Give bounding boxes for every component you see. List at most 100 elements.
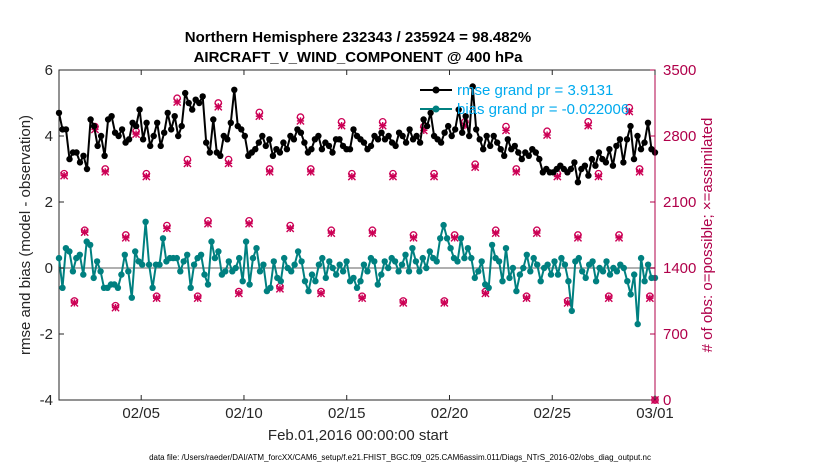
- rmse-point: [66, 155, 73, 163]
- rmse-point: [125, 136, 133, 143]
- obs-assimilated-marker: [142, 172, 151, 181]
- rmse-point: [87, 116, 94, 123]
- rmse-point: [231, 86, 238, 94]
- rmse-point: [378, 129, 385, 136]
- bias-point: [281, 254, 288, 262]
- bias-point: [513, 287, 520, 295]
- bias-point: [80, 271, 87, 278]
- rmse-point: [595, 149, 603, 156]
- bias-point: [225, 258, 232, 265]
- rmse-point: [147, 142, 154, 150]
- rmse-point: [118, 126, 126, 133]
- bias-point: [634, 320, 641, 328]
- bias-point: [97, 268, 104, 275]
- bias-point: [582, 274, 589, 282]
- bias-point: [520, 264, 527, 272]
- right-tick-label: 0: [663, 392, 671, 409]
- obs-assimilated-marker: [152, 294, 161, 303]
- bias-point: [516, 271, 524, 278]
- bias-point: [391, 258, 399, 265]
- obs-assimilated-marker: [378, 121, 387, 130]
- rmse-point: [445, 122, 452, 130]
- left-tick-label: 6: [45, 62, 53, 79]
- rmse-point: [367, 142, 375, 150]
- bias-point: [457, 235, 465, 242]
- bias-point: [260, 261, 267, 268]
- bias-point: [426, 248, 433, 255]
- bias-point: [534, 261, 541, 268]
- rmse-point: [620, 159, 627, 166]
- bias-series: [55, 218, 659, 328]
- obs-assimilated-marker: [409, 233, 418, 242]
- obs-assimilated-marker: [327, 229, 336, 238]
- legend-rmse-label: rmse grand pr = 3.9131: [457, 82, 613, 99]
- x-tick-label: 03/01: [636, 405, 674, 422]
- rmse-point: [473, 126, 480, 133]
- obs-assimilated-marker: [306, 167, 315, 176]
- rmse-series: [55, 83, 659, 186]
- obs-assimilated-marker: [255, 112, 264, 121]
- obs-assimilated-marker: [275, 284, 285, 293]
- bias-point: [305, 287, 312, 295]
- bias-point: [485, 284, 492, 291]
- rmse-point: [406, 126, 413, 133]
- obs-assimilated-marker: [543, 130, 552, 140]
- rmse-point: [630, 155, 638, 163]
- rmse-point: [227, 119, 234, 127]
- bias-point: [530, 254, 537, 262]
- rmse-point: [276, 149, 284, 156]
- rmse-point: [259, 132, 266, 140]
- rmse-point: [217, 152, 224, 159]
- rmse-point: [318, 146, 326, 153]
- bias-point: [249, 254, 257, 262]
- rmse-point: [536, 155, 543, 163]
- bias-point: [69, 268, 77, 275]
- rmse-point: [350, 126, 357, 133]
- rmse-point: [448, 132, 455, 140]
- rmse-point: [511, 142, 518, 150]
- rmse-point: [571, 159, 578, 166]
- bias-point: [395, 268, 402, 275]
- bias-point: [475, 268, 482, 275]
- left-tick-label: 2: [45, 194, 53, 211]
- rmse-point: [185, 99, 192, 107]
- obs-assimilated-marker: [214, 102, 223, 111]
- obs-assimilated-marker: [70, 298, 79, 307]
- rmse-point: [297, 129, 305, 136]
- bias-point: [378, 271, 385, 278]
- bias-point: [66, 248, 73, 255]
- bias-point: [637, 254, 645, 262]
- obs-assimilated-marker: [358, 294, 367, 303]
- x-tick-label: 02/10: [225, 405, 263, 422]
- bias-point: [201, 271, 208, 278]
- obs-assimilated-marker: [645, 294, 654, 303]
- obs-assimilated-marker: [532, 229, 541, 238]
- obs-assimilated-marker: [173, 97, 182, 107]
- rmse-point: [238, 126, 245, 133]
- bias-point: [606, 271, 614, 278]
- bias-point: [142, 218, 149, 225]
- rmse-point: [329, 149, 336, 156]
- left-tick-label: -4: [40, 392, 53, 409]
- obs-assimilated-marker: [471, 163, 480, 172]
- bias-point: [114, 284, 122, 291]
- bias-point: [59, 284, 66, 291]
- bias-point: [222, 268, 229, 275]
- obs-assimilated-marker: [296, 116, 305, 126]
- rmse-point: [585, 172, 592, 179]
- obs-assimilated-marker: [368, 229, 377, 238]
- right-tick-label: 2100: [663, 194, 696, 211]
- bias-point: [343, 258, 350, 265]
- right-tick-label: 2800: [663, 128, 696, 145]
- bias-point: [277, 278, 284, 285]
- bias-point: [190, 261, 198, 268]
- bias-point: [599, 268, 607, 275]
- obs-count-markers: [60, 94, 660, 405]
- bias-point: [437, 235, 444, 242]
- obs-assimilated-marker: [604, 294, 613, 303]
- left-tick-label: -2: [40, 326, 53, 343]
- rmse-point: [504, 136, 511, 143]
- bias-point: [288, 268, 295, 275]
- rmse-point: [483, 132, 490, 140]
- bias-point: [253, 245, 260, 252]
